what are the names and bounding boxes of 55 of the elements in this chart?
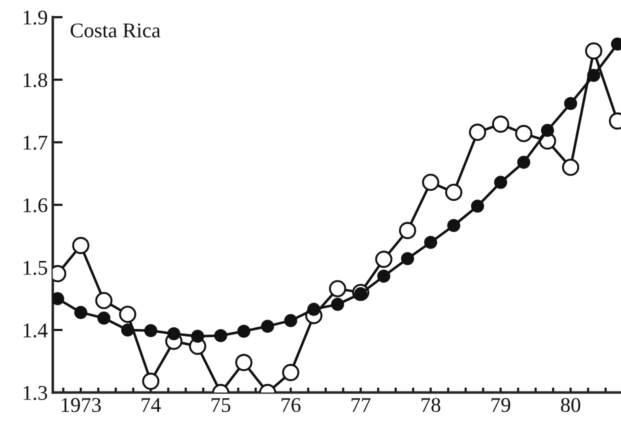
y-tick-label: 1.6: [24, 198, 48, 212]
point: [492, 116, 510, 133]
x-tick-label: 75: [212, 398, 230, 412]
point: [235, 354, 252, 372]
point: [142, 372, 160, 390]
point: [95, 292, 112, 310]
x-tick-label: 1973: [62, 398, 101, 412]
point: [468, 124, 486, 141]
point: [97, 312, 110, 325]
point: [494, 176, 508, 189]
x-tick-label: 76: [282, 398, 300, 412]
point: [144, 324, 158, 338]
point: [540, 124, 554, 137]
point: [237, 324, 250, 338]
y-tick-label: 1.3: [24, 386, 48, 400]
point: [307, 302, 320, 316]
point: [261, 320, 274, 333]
point: [445, 184, 462, 201]
point: [167, 327, 180, 340]
x-tick-label: 79: [492, 398, 510, 412]
point: [74, 306, 88, 319]
point: [191, 330, 204, 343]
point: [72, 236, 90, 254]
point: [585, 42, 602, 60]
point: [328, 280, 346, 298]
point: [587, 68, 600, 82]
point: [471, 200, 484, 213]
x-tick-label: 78: [422, 398, 440, 412]
point: [401, 252, 414, 266]
point: [424, 236, 438, 249]
annotation: Costa Rica: [70, 23, 160, 38]
y-tick-label: 1.8: [24, 73, 48, 88]
point: [52, 292, 64, 306]
point: [282, 364, 300, 382]
point: [564, 96, 578, 110]
point: [398, 222, 416, 240]
x-tick-label: 80: [560, 398, 580, 412]
point: [447, 218, 460, 232]
point: [331, 298, 344, 311]
point: [377, 270, 390, 283]
point: [422, 174, 440, 191]
point: [214, 329, 228, 342]
y-tick-label: 1.9: [24, 10, 48, 25]
x-tick-label: 74: [142, 398, 161, 412]
y-tick-label: 1.7: [24, 136, 48, 150]
x-tick-label: 77: [352, 398, 370, 412]
point: [375, 250, 392, 268]
point: [284, 314, 298, 328]
y-tick-label: 1.5: [24, 260, 48, 275]
y-tick-label: 1.4: [24, 323, 48, 338]
point: [517, 156, 530, 169]
point: [121, 323, 134, 337]
point: [515, 124, 532, 142]
point: [562, 158, 580, 176]
point: [119, 306, 136, 323]
